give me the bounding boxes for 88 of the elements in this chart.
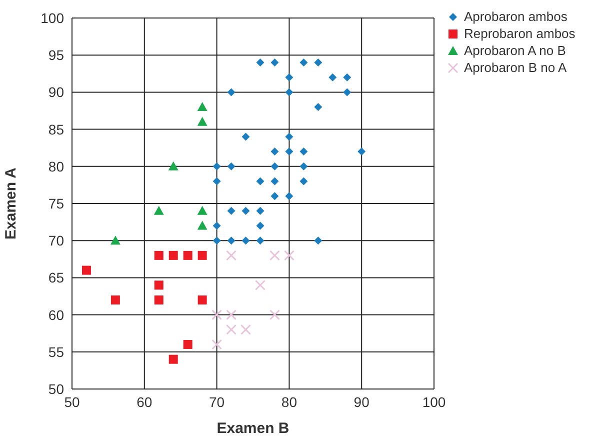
y-tick-label: 65 — [48, 270, 64, 286]
point — [269, 250, 280, 261]
point — [212, 162, 221, 170]
point — [183, 340, 192, 349]
point — [82, 266, 91, 275]
point — [183, 250, 192, 260]
point — [168, 354, 178, 364]
point — [285, 192, 294, 200]
point — [198, 295, 207, 304]
point — [284, 250, 294, 261]
y-tick-label: 100 — [40, 10, 64, 26]
x-axis-title: Examen B — [216, 420, 290, 437]
point — [197, 206, 208, 215]
point — [256, 58, 264, 67]
point — [242, 236, 250, 245]
point — [212, 177, 221, 186]
point — [197, 220, 208, 230]
point — [212, 222, 221, 230]
legend-label: Reprobaron ambos — [464, 26, 576, 41]
x-tick-label: 60 — [136, 394, 152, 410]
point — [212, 236, 221, 245]
point — [227, 236, 236, 245]
point — [270, 148, 279, 156]
point — [197, 102, 208, 112]
point — [227, 162, 236, 170]
x-tick-label: 50 — [64, 394, 80, 410]
x-tick-label: 80 — [281, 394, 298, 410]
point — [240, 324, 252, 335]
point — [226, 324, 237, 335]
point — [270, 58, 279, 67]
y-tick-label: 85 — [48, 121, 64, 138]
point — [358, 148, 366, 156]
point — [328, 73, 337, 82]
y-tick-label: 60 — [48, 306, 64, 323]
point — [343, 88, 352, 96]
point — [285, 132, 294, 141]
x-tick-label: 100 — [422, 394, 446, 410]
point — [270, 162, 279, 170]
point — [314, 103, 322, 112]
point — [212, 339, 222, 350]
point — [198, 250, 207, 260]
point — [256, 222, 264, 230]
point — [242, 132, 250, 141]
y-tick-label: 50 — [48, 380, 64, 397]
point — [154, 280, 164, 290]
point — [168, 161, 178, 170]
point — [154, 206, 164, 215]
point — [256, 236, 264, 245]
x-tick-label: 70 — [209, 394, 225, 410]
point — [343, 73, 352, 82]
point — [300, 58, 308, 67]
point — [154, 295, 164, 304]
y-axis-title: Examen A — [2, 167, 20, 240]
point — [270, 192, 279, 200]
point — [227, 88, 236, 96]
y-tick-label: 55 — [48, 344, 64, 360]
point — [285, 73, 294, 82]
point — [256, 177, 264, 186]
point — [300, 162, 308, 170]
y-tick-label: 70 — [48, 232, 64, 249]
y-tick-label: 90 — [48, 84, 64, 100]
point — [227, 206, 236, 215]
point — [154, 250, 164, 260]
y-tick-label: 75 — [48, 195, 64, 212]
point — [226, 310, 237, 320]
point — [212, 310, 222, 320]
legend-label: Aprobaron A no B — [464, 43, 566, 58]
point — [270, 177, 279, 186]
point — [285, 148, 294, 156]
point — [314, 58, 322, 67]
point — [254, 280, 266, 290]
point — [300, 148, 308, 156]
point — [314, 236, 322, 245]
point — [110, 295, 120, 304]
point — [110, 236, 120, 245]
x-tick-label: 90 — [354, 394, 370, 410]
y-tick-label: 80 — [48, 158, 64, 174]
point — [285, 88, 294, 96]
point — [226, 250, 237, 261]
point — [300, 177, 308, 186]
legend-label: Aprobaron ambos — [464, 9, 568, 24]
y-tick-label: 95 — [48, 47, 64, 64]
point — [256, 206, 264, 215]
point — [242, 206, 250, 215]
legend-label: Aprobaron B no A — [464, 60, 567, 75]
point — [168, 250, 178, 260]
point — [269, 310, 280, 320]
point — [197, 116, 208, 126]
